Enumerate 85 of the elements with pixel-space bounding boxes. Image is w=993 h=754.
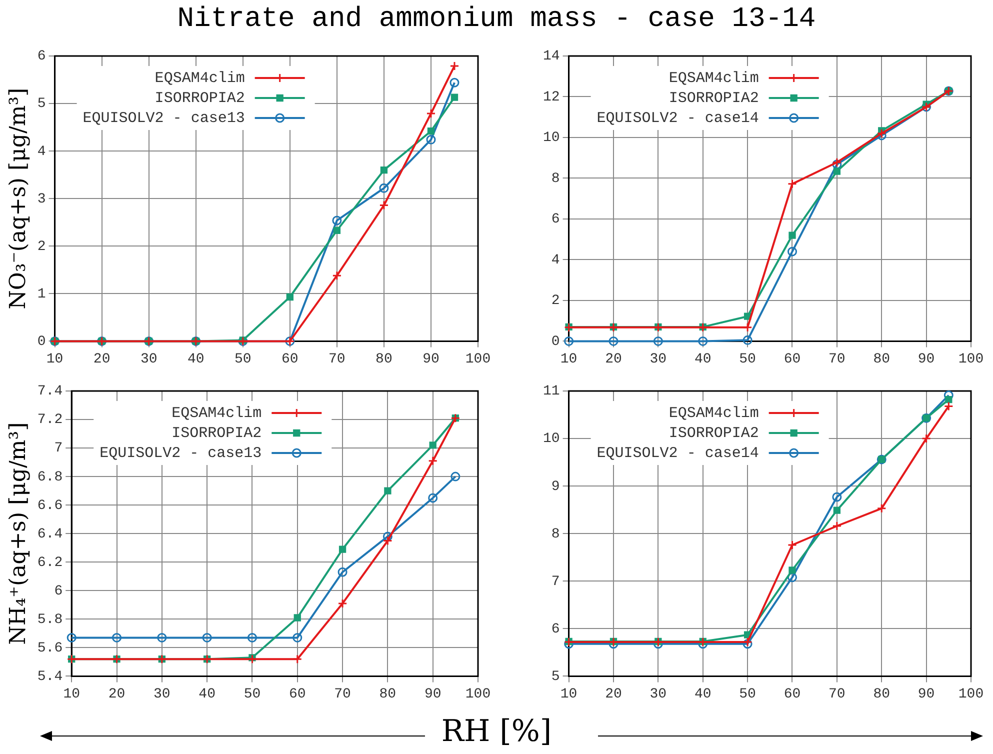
x-tick-label: 30	[650, 351, 667, 368]
x-tick-label: 60	[784, 351, 801, 368]
y-tick-label: 2	[551, 293, 560, 310]
x-axis-title: RH [%]	[440, 714, 553, 749]
legend-label: ISORROPIA2	[172, 424, 262, 442]
y-tick-label: 0	[551, 334, 560, 350]
legend-label: ISORROPIA2	[668, 424, 759, 442]
x-tick-label: 60	[288, 686, 306, 702]
x-tick-label: 80	[873, 686, 890, 702]
y-tick-label: 6	[54, 583, 63, 600]
legend-label: EQUISOLV2 - case13	[100, 444, 262, 462]
x-tick-label: 70	[334, 686, 351, 702]
y-tick-label: 12	[542, 89, 560, 106]
x-tick-label: 100	[465, 686, 491, 702]
x-tick-label: 40	[187, 351, 204, 368]
x-tick-label: 50	[739, 351, 756, 368]
y-tick-label: 6	[551, 212, 560, 228]
x-tick-label: 50	[244, 686, 261, 702]
x-tick-label: 60	[282, 351, 298, 368]
x-tick-label: 100	[958, 686, 984, 702]
x-tick-label: 20	[108, 686, 126, 702]
legend-label: ISORROPIA2	[668, 90, 759, 107]
y-tick-label: 7	[54, 440, 63, 457]
x-tick-label: 100	[465, 351, 491, 368]
y-axis-title: NO₃⁻(aq+s) [μg/m³]	[6, 88, 31, 310]
x-tick-label: 50	[739, 686, 756, 702]
x-tick-label: 20	[93, 351, 110, 368]
x-tick-label: 50	[234, 351, 252, 368]
x-tick-label: 90	[424, 686, 442, 702]
y-tick-label: 5.6	[37, 640, 63, 656]
y-tick-label: 0	[37, 334, 46, 350]
legend-label: EQUISOLV2 - case13	[82, 110, 245, 127]
x-tick-label: 30	[154, 686, 170, 702]
x-tick-label: 80	[379, 686, 396, 702]
y-tick-label: 7.2	[37, 412, 63, 428]
legend-label: EQSAM4clim	[172, 404, 262, 422]
legend-label: EQUISOLV2 - case14	[596, 444, 759, 462]
y-tick-label: 4	[37, 144, 46, 160]
x-tick-label: 30	[140, 351, 158, 368]
legend-label: EQUISOLV2 - case14	[596, 110, 759, 127]
x-tick-label: 90	[422, 351, 440, 368]
y-tick-label: 14	[542, 48, 560, 65]
y-tick-label: 5.8	[37, 612, 63, 628]
y-tick-label: 6.6	[37, 498, 63, 514]
x-tick-label: 40	[694, 686, 712, 702]
y-tick-label: 3	[37, 191, 46, 208]
x-tick-label: 90	[918, 351, 935, 368]
y-tick-label: 6.4	[37, 526, 63, 542]
x-tick-label: 40	[694, 351, 712, 368]
y-tick-label: 8	[551, 526, 560, 542]
y-tick-label: 5.4	[37, 668, 63, 685]
y-tick-label: 11	[542, 384, 560, 400]
x-tick-label: 20	[605, 686, 622, 702]
y-tick-label: 10	[542, 431, 560, 448]
y-tick-label: 6	[551, 621, 560, 638]
legend-label: ISORROPIA2	[154, 90, 245, 107]
y-tick-label: 5	[37, 96, 46, 112]
x-tick-label: 90	[918, 686, 935, 702]
y-tick-label: 6.2	[37, 554, 63, 571]
y-tick-label: 2	[37, 238, 46, 255]
x-tick-label: 70	[828, 686, 846, 702]
x-tick-label: 60	[784, 686, 801, 702]
y-tick-label: 8	[551, 170, 560, 187]
x-tick-label: 40	[198, 686, 216, 702]
x-tick-label: 20	[605, 351, 622, 368]
x-tick-label: 70	[828, 351, 846, 368]
y-tick-label: 6	[37, 48, 46, 65]
legend-label: EQSAM4clim	[154, 70, 245, 87]
x-tick-label: 80	[376, 351, 392, 368]
x-tick-label: 30	[650, 686, 667, 702]
y-axis-title: NH₄⁺(aq+s) [μg/m³]	[6, 422, 31, 645]
y-tick-label: 4	[551, 252, 560, 268]
y-tick-label: 5	[551, 668, 560, 685]
y-tick-label: 7.4	[37, 384, 63, 400]
y-tick-label: 6.8	[37, 469, 63, 486]
y-tick-label: 7	[551, 574, 560, 590]
chart-title: Nitrate and ammonium mass - case 13-14	[176, 4, 817, 35]
legend-label: EQSAM4clim	[668, 70, 759, 87]
x-tick-label: 80	[873, 351, 890, 368]
legend-label: EQSAM4clim	[668, 404, 759, 422]
x-tick-label: 100	[958, 351, 984, 368]
y-tick-label: 9	[551, 478, 560, 495]
x-tick-label: 70	[328, 351, 346, 368]
y-tick-label: 1	[37, 286, 46, 302]
y-tick-label: 10	[542, 130, 560, 146]
